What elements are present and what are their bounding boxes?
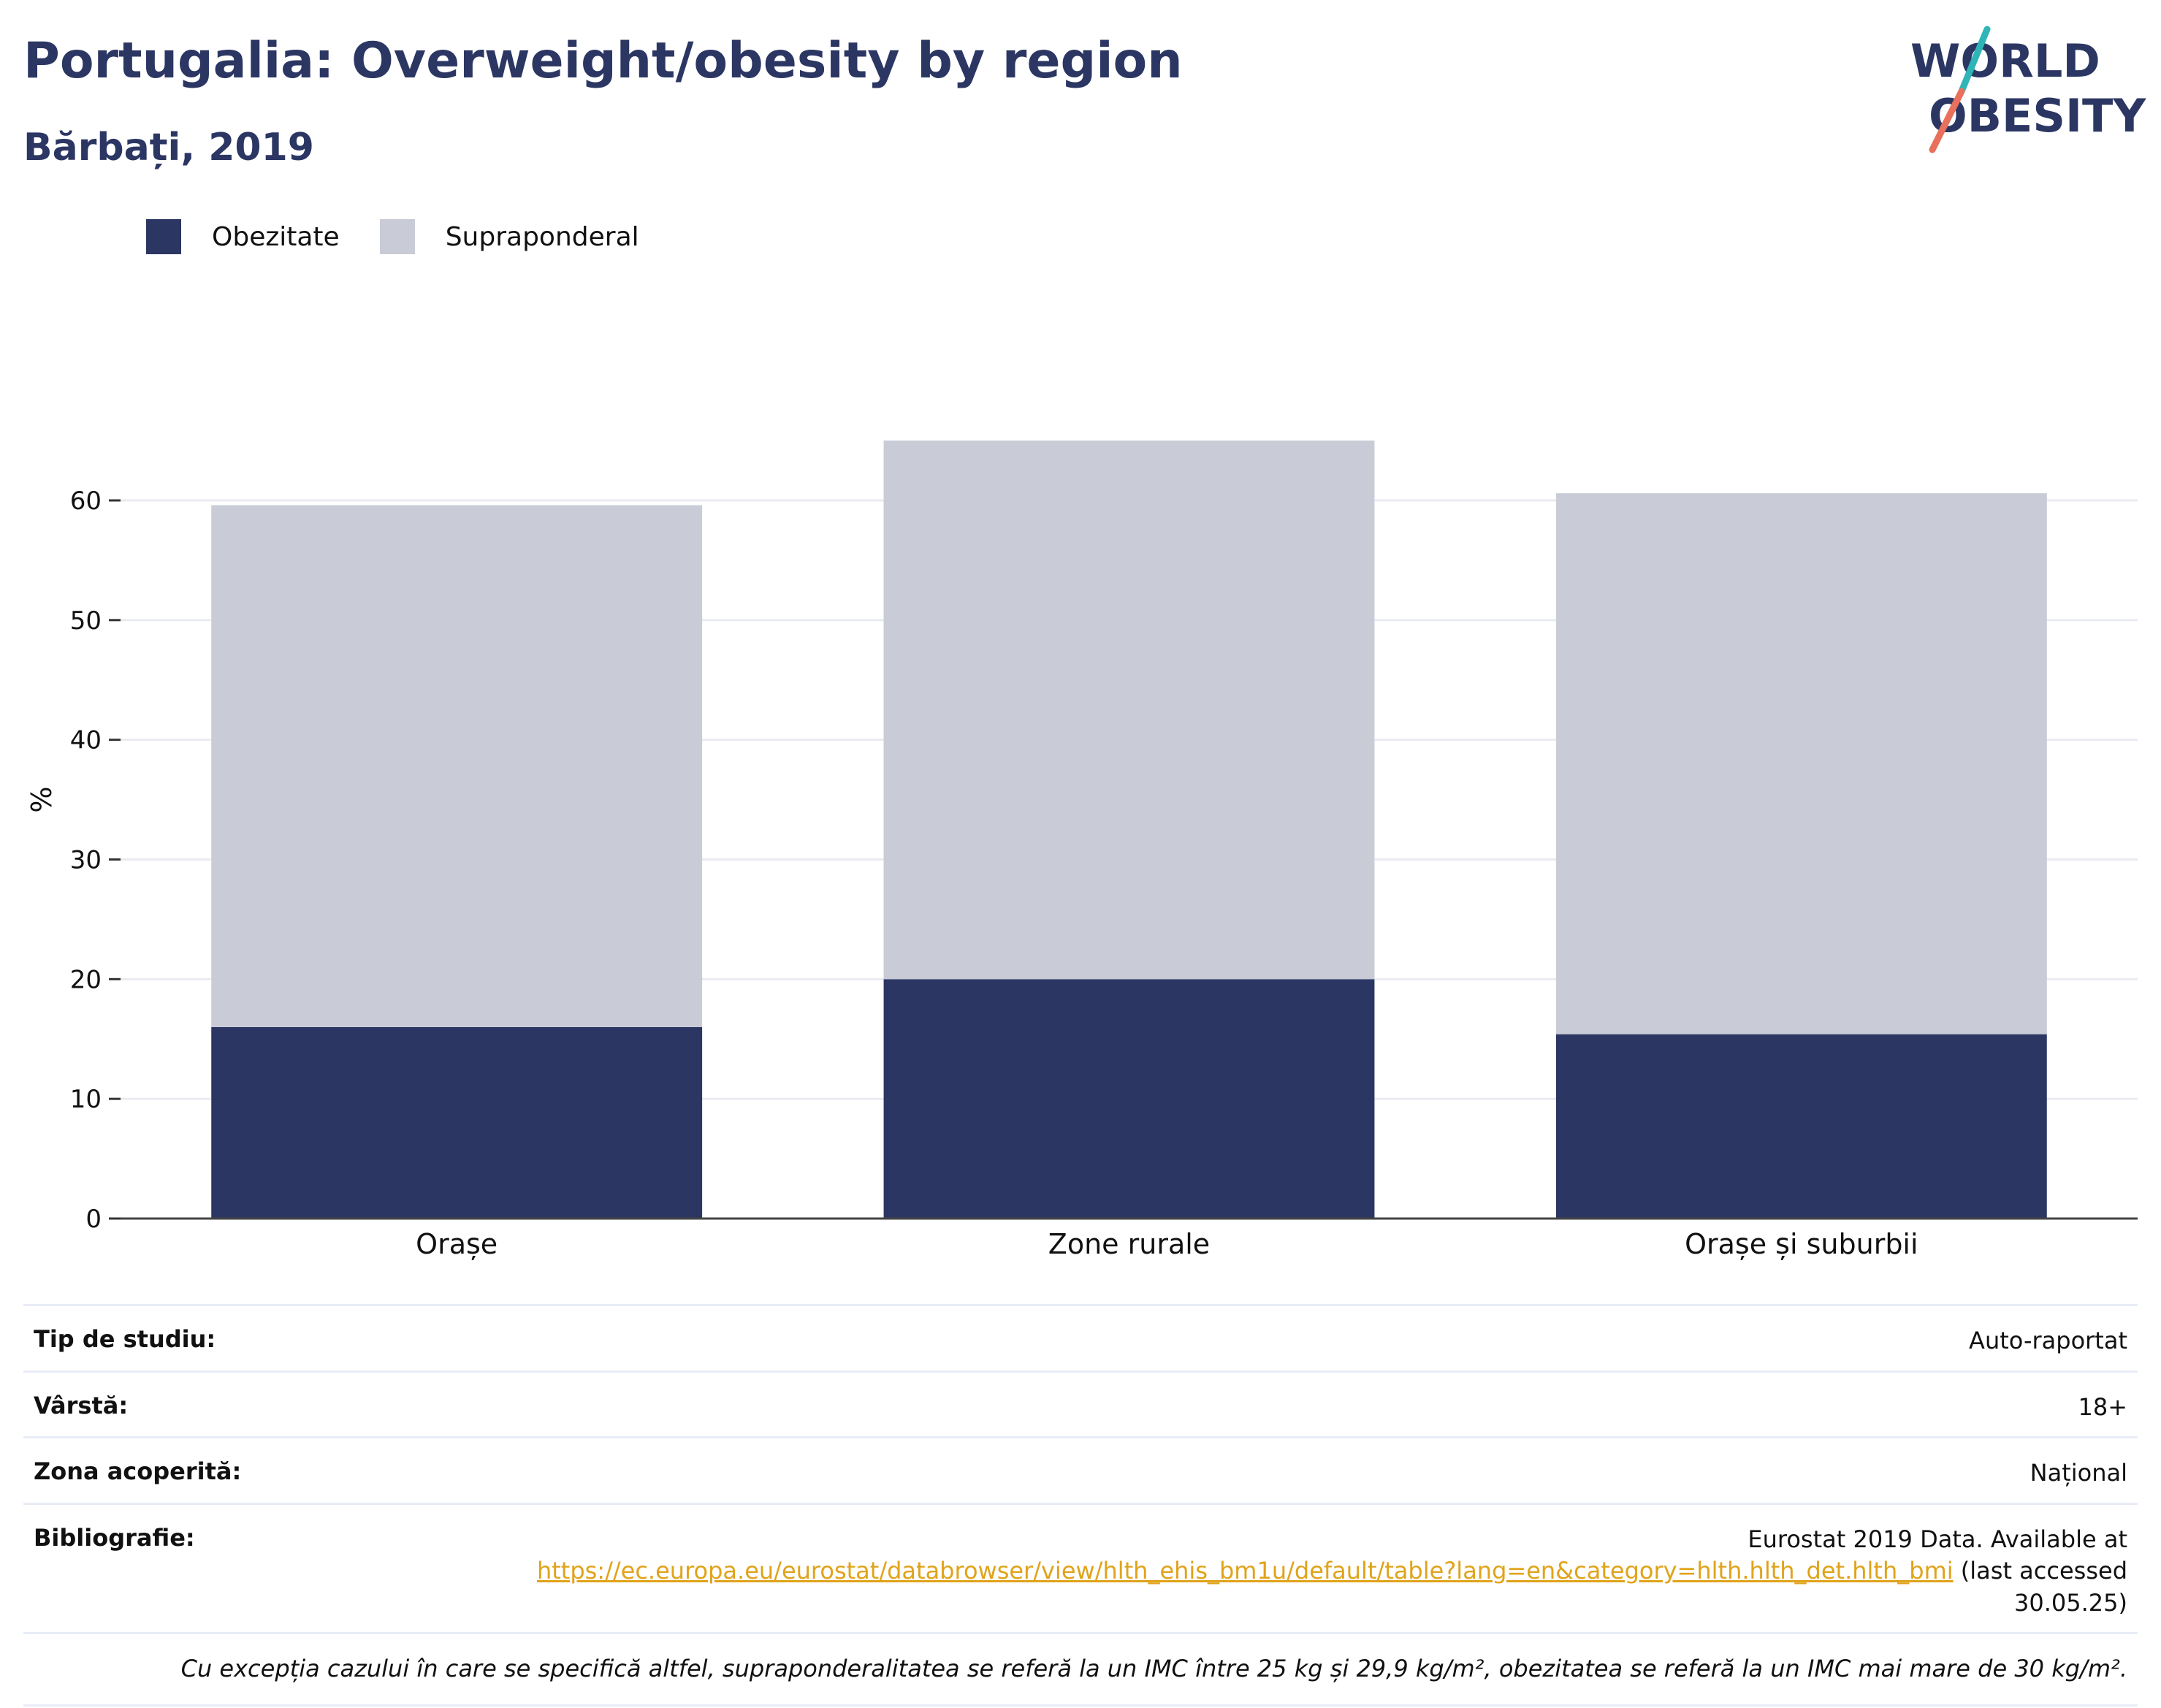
study-type-value: Auto-raportat — [1969, 1327, 2127, 1354]
legend-label-obezitate: Obezitate — [212, 221, 340, 252]
coverage-value: Național — [2029, 1459, 2127, 1487]
y-tick-label-10: 10 — [70, 1085, 102, 1114]
age-value: 18+ — [2078, 1392, 2127, 1421]
bar-supraponderal-2 — [1555, 493, 2047, 1034]
legend-item-obezitate[interactable]: Obezitate — [146, 219, 340, 254]
y-tick-label-20: 20 — [70, 965, 102, 994]
y-tick-label-0: 0 — [85, 1205, 102, 1234]
info-row-coverage: Zona acoperită: Național — [23, 1436, 2138, 1503]
bar-obezitate-0 — [211, 1026, 703, 1219]
info-row-study-type: Tip de studiu: Auto-raportat — [23, 1304, 2138, 1370]
bibliography-label: Bibliografie: — [34, 1523, 195, 1552]
y-tick-label-40: 40 — [70, 726, 102, 755]
logo-slash-teal — [1958, 26, 1991, 95]
bibliography-suffix: (last accessed 30.05.25) — [1960, 1557, 2127, 1617]
y-axis-title: % — [26, 787, 58, 813]
x-tick-label-0: Orașe — [416, 1228, 498, 1260]
chart-subtitle: Bărbați, 2019 — [23, 126, 314, 169]
chart-title: Portugalia: Overweight/obesity by region — [23, 32, 1183, 90]
legend-swatch-supraponderal — [379, 219, 415, 254]
legend-label-supraponderal: Supraponderal — [445, 221, 639, 252]
age-label: Vârstă: — [34, 1391, 129, 1419]
bar-obezitate-1 — [883, 979, 1375, 1219]
bar-chart: 0 10 20 30 40 50 60% Orașe Zone rurale Orașe și s… — [26, 441, 2138, 1260]
y-tick-label-30: 30 — [70, 846, 102, 875]
world-obesity-logo: WORLD OBESITY — [1910, 26, 2146, 153]
info-row-age: Vârstă: 18+ — [23, 1370, 2138, 1437]
logo-line2: OBESITY — [1929, 89, 2146, 142]
legend-item-supraponderal[interactable]: Supraponderal — [379, 219, 639, 254]
bar-supraponderal-0 — [211, 505, 703, 1027]
bibliography-link[interactable]: https://ec.europa.eu/eurostat/databrowse… — [536, 1557, 1954, 1585]
coverage-label: Zona acoperită: — [34, 1457, 242, 1486]
definition-note: Cu excepția cazului în care se specifică… — [23, 1632, 2138, 1707]
info-table: Tip de studiu: Auto-raportat Vârstă: 18+… — [23, 1304, 2138, 1707]
legend-swatch-obezitate — [146, 219, 181, 254]
study-type-label: Tip de studiu: — [34, 1325, 216, 1353]
x-tick-label-2: Orașe și suburbii — [1685, 1228, 1918, 1260]
info-row-bibliography: Bibliografie: Eurostat 2019 Data. Availa… — [23, 1502, 2138, 1633]
x-tick-label-1: Zone rurale — [1048, 1228, 1210, 1260]
logo-slash-coral — [1929, 88, 1965, 153]
y-tick-label-50: 50 — [70, 606, 102, 636]
logo-line1: WORLD — [1910, 34, 2100, 88]
bar-supraponderal-1 — [883, 441, 1375, 980]
bibliography-value: Eurostat 2019 Data. Available at https:/… — [484, 1524, 2127, 1620]
bar-obezitate-2 — [1555, 1034, 2047, 1219]
bibliography-prefix: Eurostat 2019 Data. Available at — [1748, 1525, 2127, 1553]
y-tick-label-60: 60 — [70, 487, 102, 516]
legend: Obezitate Supraponderal — [146, 219, 679, 254]
